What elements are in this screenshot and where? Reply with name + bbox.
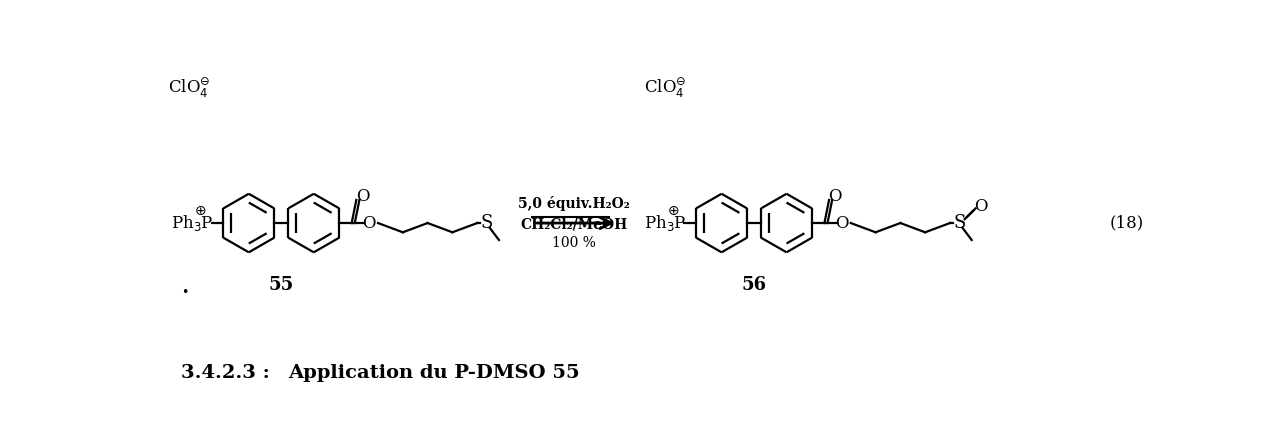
Text: (18): (18) (1109, 215, 1144, 232)
Text: S: S (481, 214, 493, 232)
Text: Ph$_3$P: Ph$_3$P (171, 213, 213, 233)
Text: Ph$_3$P: Ph$_3$P (644, 213, 686, 233)
Text: CH₂Cl₂/MeOH: CH₂Cl₂/MeOH (520, 218, 627, 232)
Text: 100 %: 100 % (552, 236, 597, 250)
Text: •: • (181, 286, 189, 299)
Text: O: O (828, 188, 842, 205)
Text: S: S (953, 214, 965, 232)
Text: O: O (355, 188, 369, 205)
Text: 3.4.2.3 :: 3.4.2.3 : (181, 364, 270, 382)
Text: O: O (974, 198, 988, 215)
Text: 56: 56 (741, 276, 767, 294)
Text: 5,0 équiv.H₂O₂: 5,0 équiv.H₂O₂ (519, 195, 630, 211)
Text: ClO$_4^{\ominus}$: ClO$_4^{\ominus}$ (167, 77, 210, 101)
Text: O: O (835, 215, 849, 232)
Text: Application du P-DMSO 55: Application du P-DMSO 55 (288, 364, 579, 382)
Text: $\oplus$: $\oplus$ (194, 204, 206, 218)
Text: ClO$_4^{\ominus}$: ClO$_4^{\ominus}$ (644, 77, 686, 101)
Text: O: O (362, 215, 376, 232)
Text: 55: 55 (268, 276, 294, 294)
Text: $\oplus$: $\oplus$ (667, 204, 679, 218)
